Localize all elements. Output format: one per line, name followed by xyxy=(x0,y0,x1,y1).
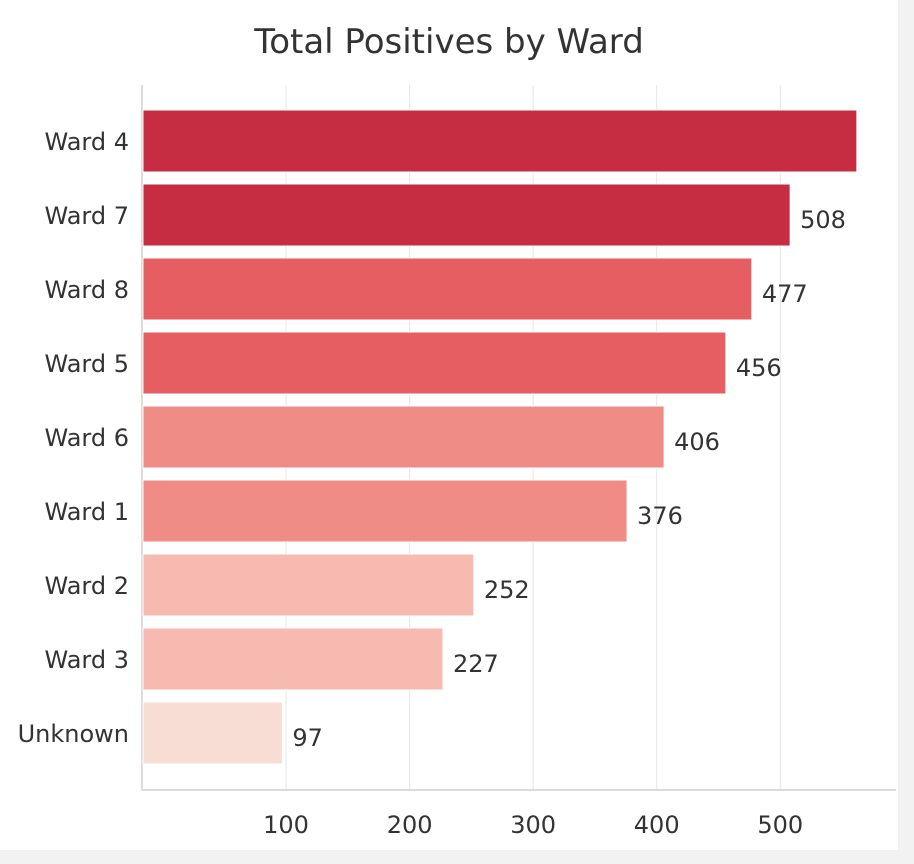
x-tick-label: 300 xyxy=(510,811,556,839)
category-label: Ward 2 xyxy=(45,572,129,600)
chart-title: Total Positives by Ward xyxy=(254,22,644,62)
category-label: Ward 4 xyxy=(45,128,129,156)
x-tick-label: 100 xyxy=(263,811,309,839)
value-label: 376 xyxy=(637,502,683,530)
category-label: Ward 6 xyxy=(45,424,129,452)
bar xyxy=(142,183,791,247)
value-label: 456 xyxy=(736,354,782,382)
bar xyxy=(142,405,665,469)
bar xyxy=(142,553,475,617)
bars xyxy=(142,109,858,765)
axes xyxy=(141,85,896,791)
value-label: 477 xyxy=(762,280,808,308)
value-label: 252 xyxy=(484,576,530,604)
x-tick-label: 400 xyxy=(634,811,680,839)
category-label: Ward 7 xyxy=(45,202,129,230)
x-tick-label: 200 xyxy=(387,811,433,839)
bar xyxy=(142,479,628,543)
category-label: Ward 8 xyxy=(45,276,129,304)
bar xyxy=(142,257,753,321)
value-label: 227 xyxy=(453,650,499,678)
x-tick-label: 500 xyxy=(757,811,803,839)
chart-card: Total Positives by Ward 100 200 300 400 500 W… xyxy=(0,0,898,850)
bar xyxy=(142,109,858,173)
value-label: 406 xyxy=(674,428,720,456)
category-label: Ward 3 xyxy=(45,646,129,674)
bar xyxy=(142,627,444,691)
value-label: 508 xyxy=(800,206,846,234)
labels: 100 200 300 400 500 Ward 4 Ward 7 508 Ward 8 477 W… xyxy=(18,128,846,839)
category-label: Unknown xyxy=(18,720,129,748)
bar xyxy=(142,701,283,765)
bar xyxy=(142,331,727,395)
value-label: 97 xyxy=(292,724,323,752)
bar-chart: 100 200 300 400 500 Ward 4 Ward 7 508 Ward 8 477 W… xyxy=(18,85,896,839)
category-label: Ward 1 xyxy=(45,498,129,526)
category-label: Ward 5 xyxy=(45,350,129,378)
